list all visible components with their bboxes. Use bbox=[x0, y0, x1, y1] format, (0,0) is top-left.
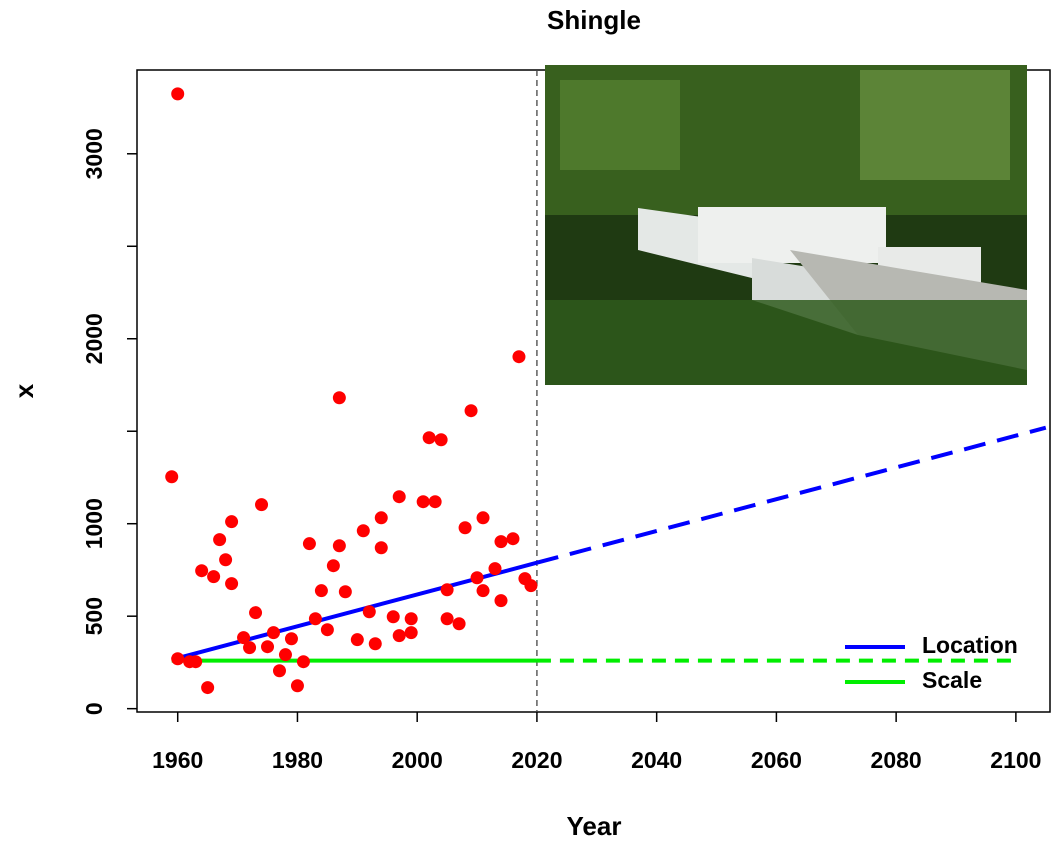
point bbox=[494, 594, 508, 608]
point bbox=[440, 583, 454, 597]
point bbox=[494, 535, 508, 549]
point bbox=[404, 626, 418, 640]
point bbox=[272, 664, 286, 678]
point bbox=[255, 498, 269, 512]
x-axis-label: Year bbox=[567, 811, 622, 841]
point bbox=[440, 612, 454, 626]
point bbox=[171, 87, 185, 101]
point bbox=[404, 612, 418, 626]
point bbox=[338, 585, 352, 599]
point bbox=[392, 490, 406, 504]
point bbox=[422, 431, 436, 445]
point bbox=[320, 623, 334, 637]
point bbox=[201, 681, 215, 695]
legend-label: Scale bbox=[922, 667, 982, 693]
point bbox=[362, 605, 376, 619]
x-tick-label: 2100 bbox=[990, 747, 1041, 773]
point bbox=[189, 655, 203, 669]
point bbox=[267, 626, 281, 640]
point bbox=[290, 679, 304, 693]
point bbox=[458, 521, 472, 535]
y-tick-label: 0 bbox=[81, 702, 107, 715]
point bbox=[386, 610, 400, 624]
x-tick-label: 2000 bbox=[392, 747, 443, 773]
point bbox=[278, 648, 292, 662]
point bbox=[476, 511, 490, 525]
point bbox=[332, 539, 346, 553]
point bbox=[374, 541, 388, 555]
point bbox=[243, 641, 257, 655]
point bbox=[225, 515, 239, 529]
point bbox=[237, 631, 251, 645]
y-tick-label: 500 bbox=[81, 597, 107, 635]
point bbox=[171, 652, 185, 666]
point bbox=[284, 632, 298, 646]
chart-title: Shingle bbox=[547, 5, 641, 35]
point bbox=[213, 533, 227, 547]
point bbox=[350, 633, 364, 647]
point bbox=[207, 570, 221, 584]
point bbox=[428, 495, 442, 509]
x-tick-label: 2060 bbox=[751, 747, 802, 773]
point bbox=[314, 584, 328, 598]
point bbox=[434, 433, 448, 447]
point bbox=[392, 629, 406, 643]
photo bbox=[545, 65, 1027, 385]
point bbox=[452, 617, 466, 631]
point bbox=[165, 470, 179, 484]
point bbox=[470, 571, 484, 585]
legend-label: Location bbox=[922, 632, 1018, 658]
point bbox=[261, 640, 275, 654]
point bbox=[488, 562, 502, 576]
point bbox=[512, 350, 526, 364]
point bbox=[332, 391, 346, 405]
point bbox=[506, 532, 520, 546]
point bbox=[249, 606, 263, 620]
y-tick-label: 3000 bbox=[81, 128, 107, 179]
point bbox=[308, 612, 322, 626]
x-tick-label: 2020 bbox=[511, 747, 562, 773]
point bbox=[464, 404, 478, 418]
point bbox=[476, 584, 490, 598]
point bbox=[356, 524, 370, 538]
point bbox=[302, 537, 316, 551]
x-tick-label: 1980 bbox=[272, 747, 323, 773]
x-tick-label: 1960 bbox=[152, 747, 203, 773]
point bbox=[368, 637, 382, 651]
point bbox=[225, 577, 239, 591]
x-tick-label: 2080 bbox=[871, 747, 922, 773]
y-tick-label: 1000 bbox=[81, 498, 107, 549]
x-tick-label: 2040 bbox=[631, 747, 682, 773]
point bbox=[524, 579, 538, 593]
projection-line bbox=[536, 425, 1047, 565]
point bbox=[416, 495, 430, 509]
y-axis-label: x bbox=[9, 383, 39, 398]
point bbox=[195, 564, 209, 578]
point bbox=[326, 559, 340, 573]
point bbox=[374, 511, 388, 525]
y-tick-label: 2000 bbox=[81, 313, 107, 364]
point bbox=[296, 655, 310, 669]
point bbox=[219, 553, 233, 567]
